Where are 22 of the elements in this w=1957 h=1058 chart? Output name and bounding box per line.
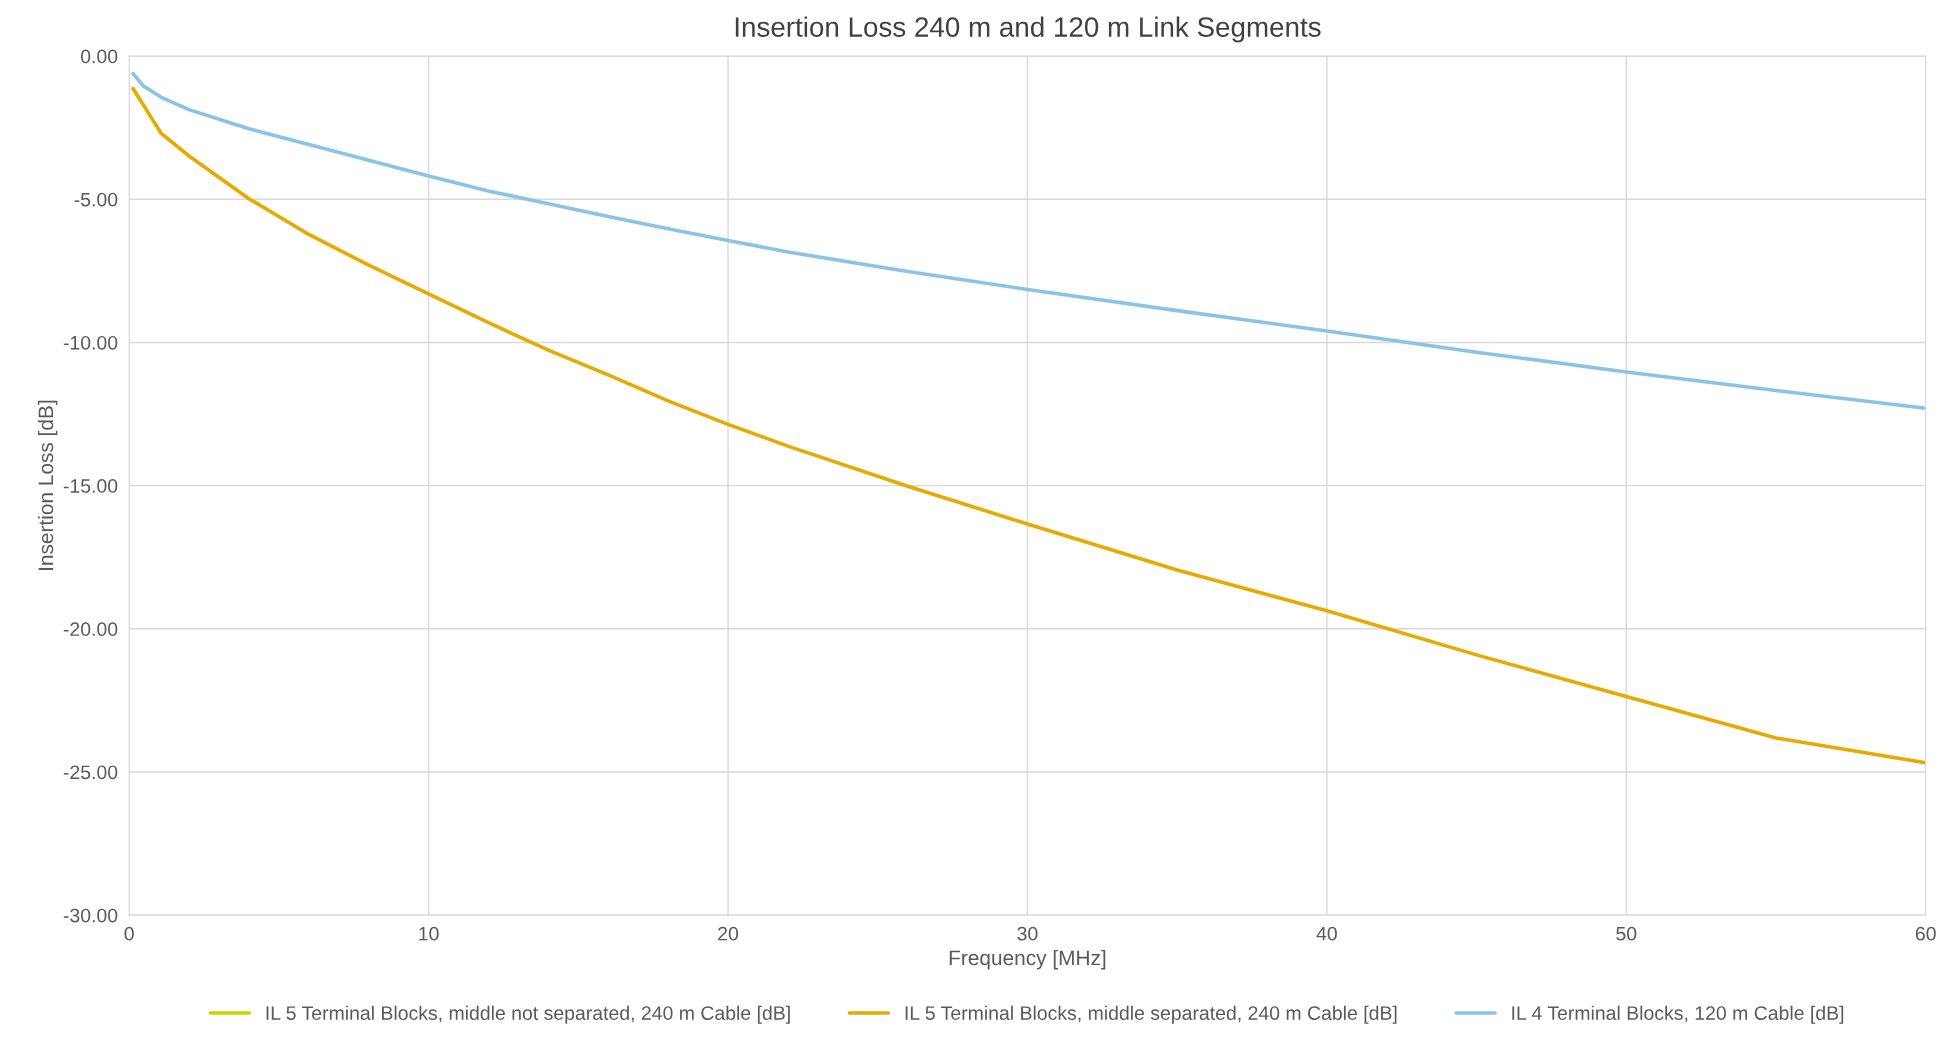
x-tick-label: 0 — [124, 926, 134, 941]
x-tick-label: 20 — [718, 926, 739, 941]
y-tick-label: -5.00 — [74, 192, 118, 207]
x-tick-label: 60 — [1915, 926, 1936, 941]
y-tick-label: -25.00 — [63, 765, 118, 780]
x-tick-label: 10 — [419, 926, 439, 941]
x-tick-label: 40 — [1316, 926, 1337, 941]
line-series — [131, 71, 1926, 411]
y-tick-label: -20.00 — [63, 622, 118, 637]
y-tick-label: -15.00 — [63, 479, 118, 493]
legend-label: IL 4 Terminal Blocks, 120 m Cable [dB] — [1512, 1005, 1844, 1024]
y-axis-title: Insertion Loss [dB] — [37, 400, 58, 570]
y-tick-label: -30.00 — [63, 908, 118, 923]
x-tick-label: 50 — [1616, 926, 1637, 941]
legend-label: IL 5 Terminal Blocks, middle separated, 240 m Cable [dB] — [905, 1005, 1397, 1024]
line-series — [131, 86, 1926, 765]
legend-label: IL 5 Terminal Blocks, middle not separated, 240 m Cable [dB] — [266, 1005, 790, 1024]
x-tick-label: 30 — [1017, 926, 1038, 941]
x-axis-title: Frequency [MHz] — [949, 949, 1106, 970]
chart-title: Insertion Loss 240 m and 120 m Link Segments — [735, 16, 1321, 43]
y-tick-label: -10.00 — [63, 335, 118, 350]
y-tick-label: 0.00 — [80, 49, 118, 64]
